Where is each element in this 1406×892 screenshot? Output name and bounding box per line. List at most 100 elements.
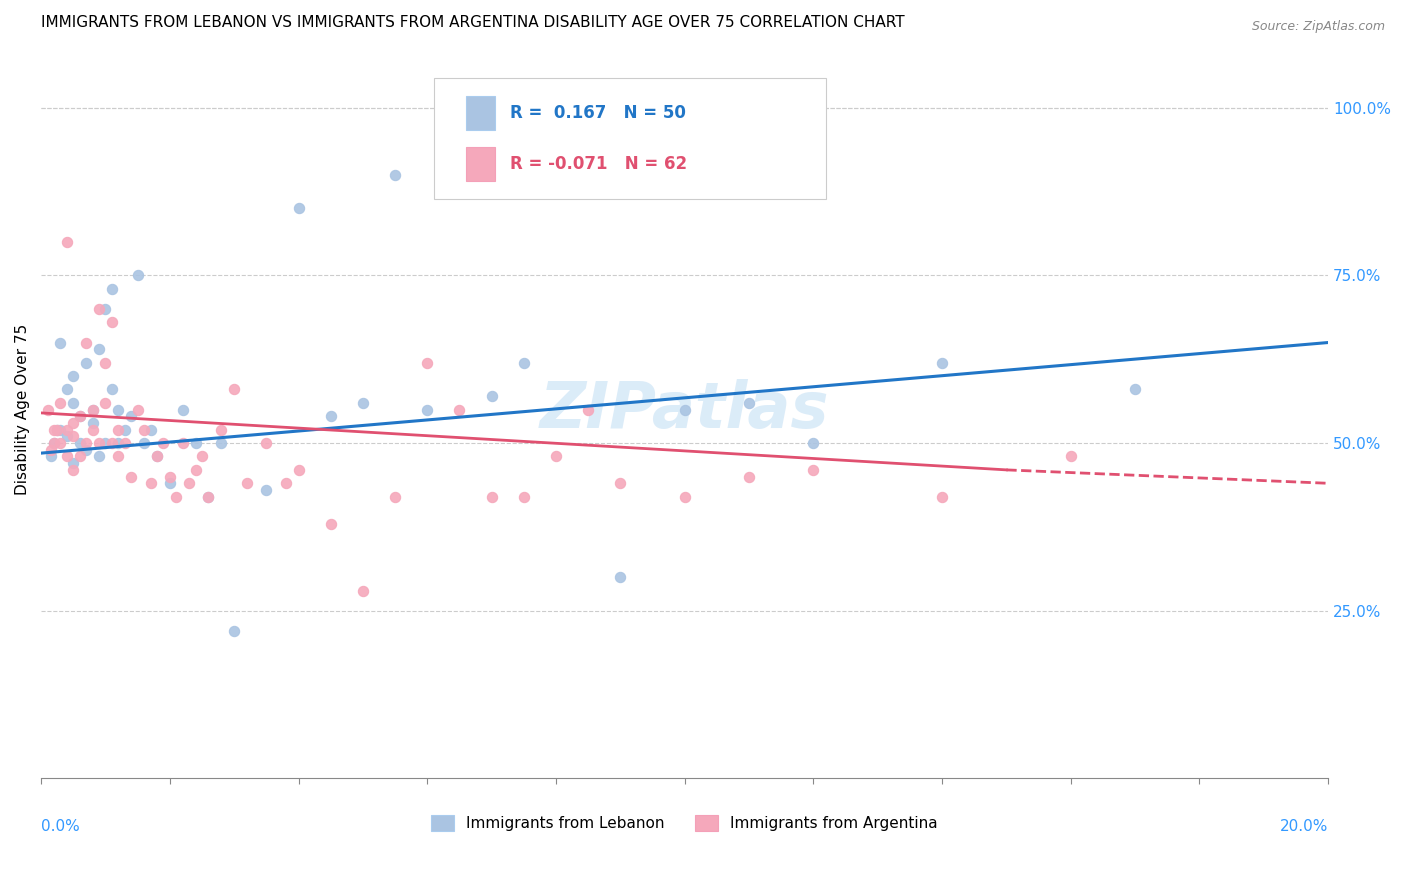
Point [544,450,567,464]
Point [197,490,219,504]
Point [146,450,169,464]
Text: R =  0.167   N = 50: R = 0.167 N = 50 [510,104,686,122]
Point [101,436,124,450]
Point [46,423,69,437]
Point [120,409,142,424]
Point [609,570,631,584]
Point [56,429,79,443]
Point [107,450,129,464]
Point [481,389,503,403]
Point [165,490,187,504]
Point [139,423,162,437]
Text: ZIPatlas: ZIPatlas [540,378,830,441]
Point [184,436,207,450]
Point [224,383,246,397]
Point [62,463,84,477]
Point [513,356,536,370]
Point [87,450,110,464]
FancyBboxPatch shape [465,147,495,181]
Point [101,282,124,296]
Point [56,423,79,437]
Point [209,423,232,437]
Point [384,490,406,504]
Point [82,423,104,437]
Point [576,402,599,417]
Text: IMMIGRANTS FROM LEBANON VS IMMIGRANTS FROM ARGENTINA DISABILITY AGE OVER 75 CORR: IMMIGRANTS FROM LEBANON VS IMMIGRANTS FR… [41,15,904,30]
Point [254,436,277,450]
Point [69,409,91,424]
Point [384,168,406,182]
Point [82,416,104,430]
Point [39,450,62,464]
Point [184,463,207,477]
Point [209,436,232,450]
Point [172,402,194,417]
Point [1123,383,1146,397]
Point [49,396,72,410]
Point [352,583,374,598]
Point [82,402,104,417]
Point [236,476,259,491]
Point [62,429,84,443]
Point [931,490,953,504]
Point [114,436,136,450]
Point [75,356,97,370]
Point [449,402,471,417]
Point [801,463,824,477]
Point [146,450,169,464]
Point [46,423,69,437]
Point [42,423,65,437]
Point [319,409,342,424]
Point [101,383,124,397]
Point [49,423,72,437]
Point [49,335,72,350]
Point [87,436,110,450]
Point [513,490,536,504]
Point [159,476,181,491]
Point [1060,450,1083,464]
Point [224,624,246,638]
FancyBboxPatch shape [465,95,495,130]
Point [132,423,155,437]
Point [172,436,194,450]
Point [56,235,79,249]
Point [69,409,91,424]
Legend: Immigrants from Lebanon, Immigrants from Argentina: Immigrants from Lebanon, Immigrants from… [425,809,945,837]
FancyBboxPatch shape [433,78,827,200]
Point [609,476,631,491]
Point [127,402,149,417]
Point [254,483,277,497]
Point [127,268,149,283]
Point [75,436,97,450]
Point [107,423,129,437]
Point [673,402,696,417]
Point [931,356,953,370]
Point [159,469,181,483]
Point [197,490,219,504]
Point [56,383,79,397]
Point [37,402,59,417]
Point [94,396,117,410]
Point [801,436,824,450]
Point [107,436,129,450]
Point [416,402,439,417]
Point [287,463,309,477]
Point [56,450,79,464]
Point [69,436,91,450]
Point [42,436,65,450]
Point [673,490,696,504]
Point [139,476,162,491]
Y-axis label: Disability Age Over 75: Disability Age Over 75 [15,324,30,495]
Point [42,436,65,450]
Point [114,423,136,437]
Text: R = -0.071   N = 62: R = -0.071 N = 62 [510,155,688,173]
Point [191,450,214,464]
Point [179,476,201,491]
Point [94,436,117,450]
Point [120,469,142,483]
Point [107,402,129,417]
Point [62,396,84,410]
Point [87,301,110,316]
Point [738,396,761,410]
Point [352,396,374,410]
